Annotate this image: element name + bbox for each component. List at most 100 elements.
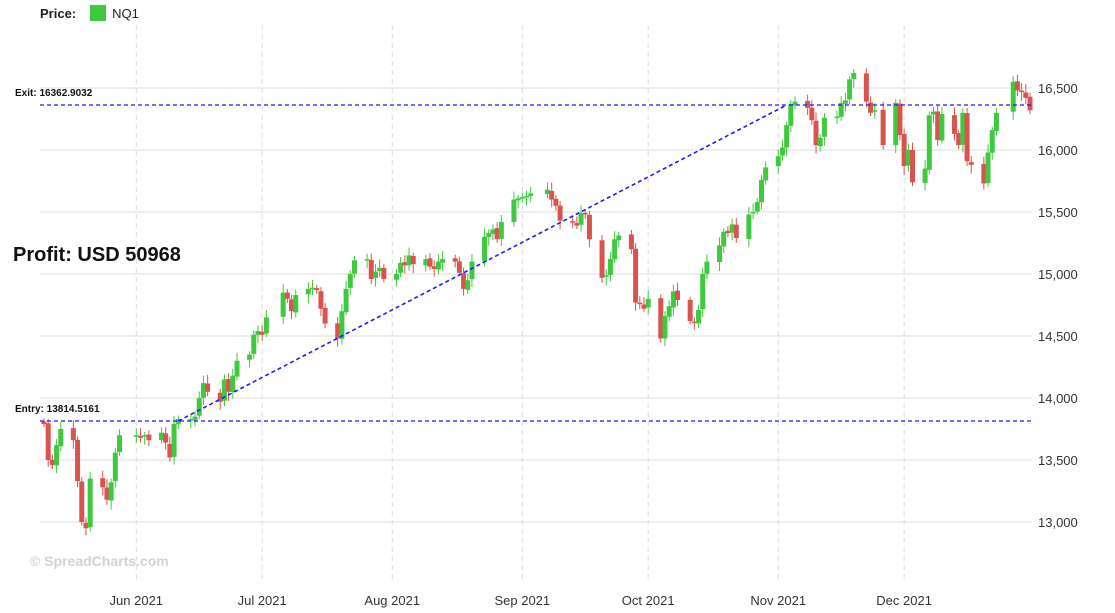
candle-body: [490, 229, 496, 234]
candle-body: [880, 109, 886, 146]
x-tick-label: Jun 2021: [110, 593, 164, 608]
x-tick-label: Dec 2021: [876, 593, 932, 608]
candle-body: [54, 445, 60, 466]
candle-body: [163, 433, 169, 443]
legend: Price: NQ1: [40, 5, 139, 21]
candle-body: [70, 428, 76, 441]
candle-body: [691, 321, 697, 324]
candle-body: [1014, 81, 1020, 91]
candle-body: [100, 478, 106, 488]
candle-body: [586, 214, 592, 240]
candle-body: [146, 434, 152, 441]
candle-body: [372, 271, 378, 278]
candle-body: [410, 256, 416, 265]
candle-body: [809, 107, 815, 121]
x-tick-label: Oct 2021: [622, 593, 675, 608]
candle-body: [821, 117, 827, 137]
candles: [41, 68, 1033, 536]
candle-body: [633, 248, 639, 303]
candle-body: [1027, 96, 1033, 111]
candle-body: [847, 79, 853, 100]
y-tick-label: 16,500: [1038, 81, 1078, 96]
candle-body: [1023, 92, 1029, 98]
x-axis: Jun 2021 Jul 2021 Aug 2021 Sep 2021 Oct 2021…: [110, 593, 932, 608]
candle-body: [318, 291, 324, 309]
legend-label: Price:: [40, 5, 77, 21]
candle-body: [868, 102, 874, 113]
candle-body: [406, 255, 412, 266]
candle-body: [910, 150, 916, 183]
candle-body: [763, 167, 769, 181]
candle-body: [247, 354, 253, 360]
candle-body: [725, 230, 731, 234]
x-tick-label: Nov 2021: [750, 593, 806, 608]
candle-body: [628, 234, 634, 250]
candle-body: [758, 179, 764, 203]
candle-body: [251, 334, 257, 355]
candle-body: [666, 306, 672, 317]
candle-body: [79, 481, 85, 522]
candle-body: [893, 102, 899, 146]
candle-body: [599, 240, 605, 278]
x-tick-label: Sep 2021: [494, 593, 550, 608]
candle-body: [230, 375, 236, 393]
candle-body: [494, 228, 500, 240]
candle-body: [234, 360, 240, 377]
candle-body: [662, 316, 668, 339]
exit-label: Exit: 16362.9032: [15, 88, 93, 99]
candle-body: [482, 236, 488, 262]
candle-body: [83, 522, 89, 529]
candle-body: [935, 111, 941, 141]
candle-body: [226, 379, 232, 392]
candle-body: [687, 299, 693, 322]
candle-body: [574, 223, 580, 226]
candle-body: [49, 459, 55, 465]
candle-body: [897, 103, 903, 136]
legend-swatch: [90, 5, 107, 21]
candle-body: [557, 205, 563, 221]
candle-body: [813, 120, 819, 146]
candle-body: [675, 290, 681, 301]
candle-body: [528, 193, 534, 196]
candle-body: [637, 302, 643, 305]
candle-body: [939, 114, 945, 141]
candle-body: [951, 115, 957, 134]
candle-body: [553, 198, 559, 206]
candle-body: [192, 416, 198, 421]
candle-body: [544, 189, 550, 195]
candle-body: [402, 262, 408, 266]
candle-body: [901, 133, 907, 167]
x-tick-label: Jul 2021: [238, 593, 287, 608]
y-tick-label: 14,500: [1038, 329, 1078, 344]
candle-body: [452, 258, 458, 262]
candle-body: [431, 266, 437, 270]
candle-body: [612, 239, 618, 260]
legend-series-name[interactable]: NQ1: [112, 5, 139, 21]
candle-body: [905, 150, 911, 166]
candle-body: [138, 435, 144, 438]
candle-body: [175, 419, 181, 424]
candle-body: [108, 482, 114, 501]
candle-body: [721, 231, 727, 247]
candle-body: [851, 73, 857, 79]
candle-body: [524, 195, 530, 198]
candle-body: [469, 261, 475, 280]
candle-body: [255, 331, 261, 335]
candle-body: [188, 419, 194, 421]
candle-body: [696, 309, 702, 324]
y-tick-label: 14,000: [1038, 391, 1078, 406]
watermark: © SpreadCharts.com: [30, 553, 169, 569]
profit-text: Profit: USD 50968: [13, 244, 181, 266]
candle-body: [263, 317, 269, 334]
candle-body: [398, 262, 404, 273]
candle-body: [196, 398, 202, 416]
candle-body: [792, 101, 798, 106]
candle-body: [310, 287, 316, 290]
candle-body: [926, 115, 932, 170]
candle-body: [981, 163, 987, 184]
y-axis: 13,000 13,500 14,000 14,500 15,000 15,500 16,0…: [1038, 81, 1078, 530]
candle-body: [423, 259, 429, 266]
candle-body: [41, 421, 47, 425]
candle-body: [167, 443, 173, 458]
y-tick-label: 13,500: [1038, 453, 1078, 468]
